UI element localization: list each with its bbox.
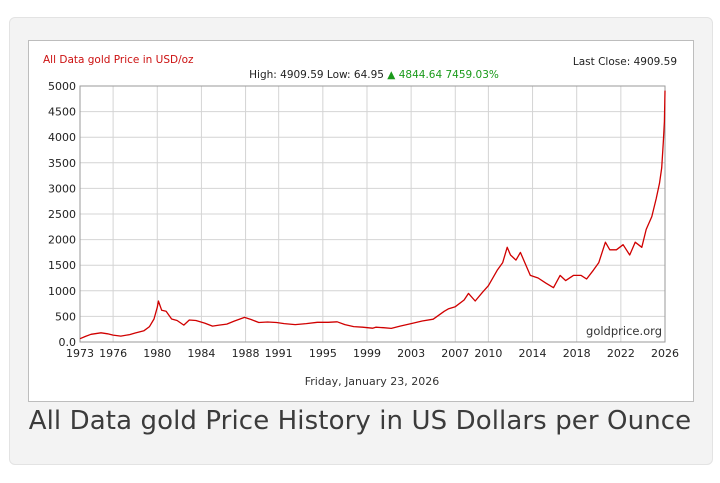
- y-tick-label: 500: [55, 310, 76, 323]
- x-tick-label: 2003: [397, 347, 425, 360]
- x-tick-label: 1991: [265, 347, 293, 360]
- x-tick-label: 2022: [607, 347, 635, 360]
- y-tick-label: 2500: [48, 208, 76, 221]
- y-tick-label: 3500: [48, 157, 76, 170]
- x-tick-label: 2007: [441, 347, 469, 360]
- high-value: High: 4909.59: [249, 69, 323, 81]
- y-tick-label: 0.0: [59, 336, 77, 349]
- last-close-label: Last Close: 4909.59: [573, 56, 677, 68]
- x-tick-label: 1988: [232, 347, 260, 360]
- date-label: Friday, January 23, 2026: [305, 375, 440, 388]
- y-tick-label: 4500: [48, 106, 76, 119]
- x-tick-label: 1973: [66, 347, 94, 360]
- x-tick-label: 2026: [651, 347, 679, 360]
- x-tick-label: 1976: [99, 347, 127, 360]
- x-tick-label: 1980: [143, 347, 171, 360]
- y-tick-label: 5000: [48, 80, 76, 93]
- axis-ticks: 0.0 500 1000 1500 2000 2500 3000 3500 4000 4500 50…: [48, 80, 679, 360]
- chart-title: All Data gold Price in USD/oz: [43, 54, 194, 66]
- change-value: 4844.64 7459.03%: [399, 69, 499, 81]
- watermark-label: goldprice.org: [586, 324, 662, 338]
- y-tick-label: 1500: [48, 259, 76, 272]
- x-tick-label: 1995: [309, 347, 337, 360]
- y-tick-label: 4000: [48, 131, 76, 144]
- y-tick-label: 1000: [48, 285, 76, 298]
- gold-price-line: [79, 90, 666, 340]
- x-tick-label: 1984: [187, 347, 215, 360]
- plot-area-border: [79, 85, 666, 343]
- x-tick-label: 2014: [519, 347, 547, 360]
- x-tick-label: 2018: [563, 347, 591, 360]
- chart-caption: All Data gold Price History in US Dollar…: [28, 406, 692, 436]
- y-tick-label: 2000: [48, 234, 76, 247]
- chart-frame: 0.0 500 1000 1500 2000 2500 3000 3500 4000 4500 50…: [28, 40, 694, 402]
- change-up-arrow-icon: ▲: [387, 69, 396, 81]
- stats-line: High: 4909.59 Low: 64.95 ▲ 4844.64 7459.…: [249, 69, 499, 81]
- gold-price-chart: 0.0 500 1000 1500 2000 2500 3000 3500 4000 4500 50…: [43, 54, 679, 388]
- x-tick-label: 1999: [353, 347, 381, 360]
- grid: [79, 85, 666, 343]
- x-tick-label: 2010: [474, 347, 502, 360]
- y-tick-label: 3000: [48, 182, 76, 195]
- low-value: Low: 64.95: [327, 69, 384, 81]
